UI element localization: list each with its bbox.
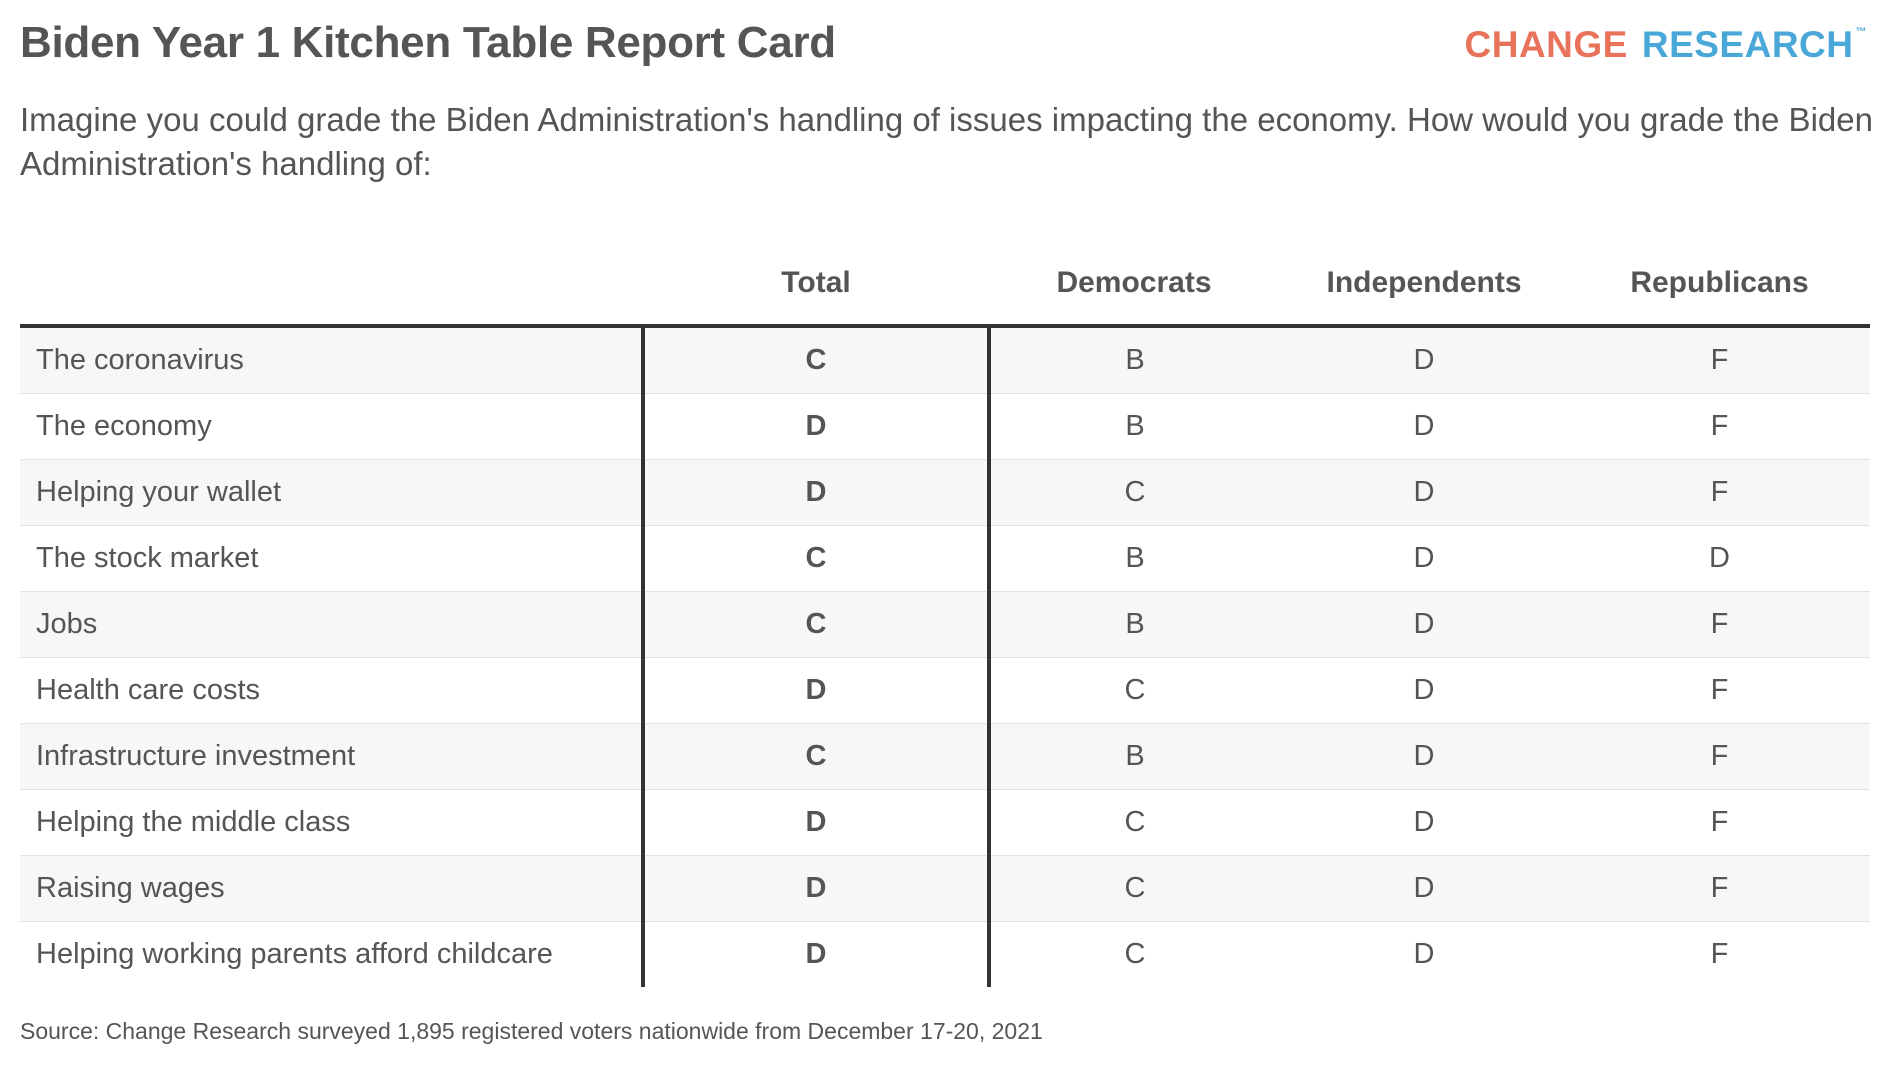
- logo-trademark: ™: [1855, 26, 1867, 38]
- grade-republicans: F: [1569, 591, 1870, 658]
- grade-republicans: F: [1569, 326, 1870, 394]
- table-row: The stock market C B D D: [20, 525, 1870, 592]
- header-republicans: Republicans: [1569, 248, 1870, 328]
- grade-total: C: [643, 723, 991, 790]
- grade-independents: D: [1279, 591, 1569, 658]
- row-label: Infrastructure investment: [20, 723, 645, 790]
- grade-independents: D: [1279, 657, 1569, 724]
- header-label-column: [20, 248, 643, 328]
- grade-republicans: F: [1569, 459, 1870, 526]
- row-label: Helping working parents afford childcare: [20, 921, 645, 987]
- grade-republicans: F: [1569, 789, 1870, 856]
- table-row: Raising wages D C D F: [20, 855, 1870, 922]
- header-row: Total Democrats Independents Republicans: [20, 248, 1870, 328]
- grade-democrats: B: [989, 591, 1279, 658]
- logo-word-change: CHANGE: [1464, 24, 1628, 65]
- grade-independents: D: [1279, 855, 1569, 922]
- row-label: Health care costs: [20, 657, 645, 724]
- grade-total: D: [643, 657, 991, 724]
- row-label: Jobs: [20, 591, 645, 658]
- report-card-table: Total Democrats Independents Republicans…: [20, 248, 1870, 987]
- grade-republicans: F: [1569, 657, 1870, 724]
- header-democrats: Democrats: [989, 248, 1279, 328]
- source-note: Source: Change Research surveyed 1,895 r…: [20, 1018, 1043, 1044]
- grade-democrats: C: [989, 657, 1279, 724]
- grade-democrats: B: [989, 723, 1279, 790]
- grade-republicans: D: [1569, 525, 1870, 592]
- grade-total: D: [643, 459, 991, 526]
- logo-word-research: RESEARCH: [1641, 24, 1854, 65]
- table-row: Helping working parents afford childcare…: [20, 921, 1870, 987]
- grade-independents: D: [1279, 326, 1569, 394]
- header-independents: Independents: [1279, 248, 1569, 328]
- table-row: The coronavirus C B D F: [20, 326, 1870, 394]
- grade-democrats: C: [989, 789, 1279, 856]
- grade-total: D: [643, 393, 991, 460]
- grade-total: D: [643, 921, 991, 987]
- grade-independents: D: [1413, 938, 1435, 970]
- grade-independents: D: [1279, 525, 1569, 592]
- survey-question: Imagine you could grade the Biden Admini…: [20, 101, 1873, 182]
- grade-democrats: B: [989, 326, 1279, 394]
- grade-democrats: B: [989, 525, 1279, 592]
- grade-total: C: [643, 525, 991, 592]
- grade-republicans: F: [1569, 393, 1870, 460]
- change-research-logo: CHANGE RESEARCH ™: [1465, 24, 1867, 66]
- table-row: Health care costs D C D F: [20, 657, 1870, 724]
- table-row: Infrastructure investment C B D F: [20, 723, 1870, 790]
- grade-democrats: C: [1124, 938, 1146, 970]
- grade-total: D: [643, 789, 991, 856]
- grade-independents: D: [1279, 459, 1569, 526]
- table-body: The coronavirus C B D F The economy D B D F Helpin…: [20, 326, 1870, 987]
- grade-total: C: [643, 326, 991, 394]
- table-row: Helping the middle class D C D F: [20, 789, 1870, 856]
- grade-republicans: F: [1569, 855, 1870, 922]
- grade-independents: D: [1279, 789, 1569, 856]
- header-total: Total: [643, 248, 989, 328]
- grade-total: D: [643, 855, 991, 922]
- row-label: The economy: [20, 393, 645, 460]
- row-label: The stock market: [20, 525, 645, 592]
- grade-independents: D: [1279, 723, 1569, 790]
- table-row: Helping your wallet D C D F: [20, 459, 1870, 526]
- grade-republicans: F: [1710, 938, 1729, 970]
- row-label: Helping your wallet: [20, 459, 645, 526]
- row-label: Raising wages: [20, 855, 645, 922]
- grade-republicans: F: [1569, 723, 1870, 790]
- grade-democrats: C: [989, 459, 1279, 526]
- row-label: The coronavirus: [20, 326, 645, 394]
- grade-independents: D: [1279, 393, 1569, 460]
- grade-total: C: [643, 591, 991, 658]
- grade-democrats: B: [989, 393, 1279, 460]
- table-row: Jobs C B D F: [20, 591, 1870, 658]
- row-label: Helping the middle class: [20, 789, 645, 856]
- chart-title: Biden Year 1 Kitchen Table Report Card: [20, 18, 836, 67]
- table-row: The economy D B D F: [20, 393, 1870, 460]
- grade-democrats: C: [989, 855, 1279, 922]
